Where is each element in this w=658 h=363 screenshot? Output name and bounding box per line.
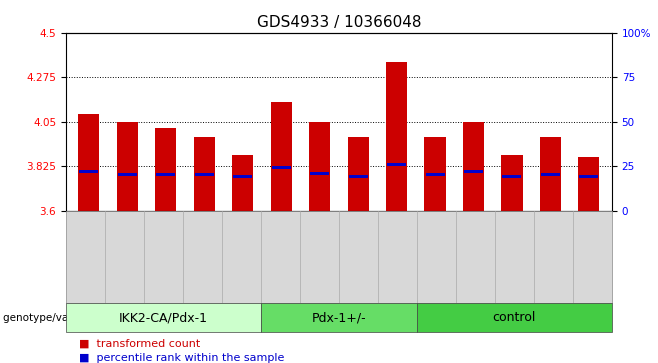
Text: genotype/variation ▶: genotype/variation ▶	[3, 313, 114, 323]
Bar	[424, 138, 445, 211]
Bar	[503, 175, 521, 178]
Bar	[349, 175, 368, 178]
Bar	[157, 174, 175, 176]
Bar	[233, 175, 252, 178]
Text: ■  percentile rank within the sample: ■ percentile rank within the sample	[79, 353, 284, 363]
Bar	[501, 155, 522, 211]
Bar	[387, 163, 406, 166]
Bar	[464, 170, 483, 173]
Bar	[463, 122, 484, 211]
Bar	[78, 114, 99, 211]
Bar	[541, 174, 560, 176]
Bar	[155, 127, 176, 211]
Bar	[272, 166, 291, 169]
Bar	[347, 138, 368, 211]
Text: Pdx-1+/-: Pdx-1+/-	[311, 311, 367, 324]
Bar	[579, 175, 598, 178]
Bar	[118, 174, 137, 176]
Bar	[386, 62, 407, 211]
Bar	[578, 157, 599, 211]
Text: control: control	[493, 311, 536, 324]
Bar	[270, 102, 291, 211]
Bar	[309, 122, 330, 211]
Bar	[426, 174, 445, 176]
Bar	[310, 172, 329, 175]
Text: ■  transformed count: ■ transformed count	[79, 339, 200, 349]
Bar	[232, 155, 253, 211]
Bar	[195, 174, 214, 176]
Bar	[193, 138, 215, 211]
Bar	[540, 138, 561, 211]
Text: GDS4933 / 10366048: GDS4933 / 10366048	[257, 15, 421, 29]
Text: IKK2-CA/Pdx-1: IKK2-CA/Pdx-1	[119, 311, 208, 324]
Bar	[80, 170, 99, 173]
Bar	[116, 122, 138, 211]
